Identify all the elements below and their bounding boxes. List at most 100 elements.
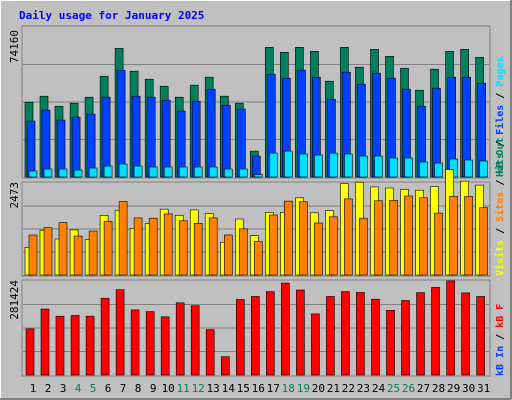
bar-pages-day-16 — [254, 174, 263, 178]
x-tick-label-day-4: 4 — [75, 382, 82, 395]
legend-visits: Visits / Sites / kB Out — [494, 138, 506, 276]
bar-pages-day-30 — [464, 159, 473, 178]
x-tick-label-day-27: 27 — [417, 382, 430, 395]
hits-max-label: 74160 — [8, 30, 21, 63]
bar-kb-f-day-1 — [25, 328, 35, 376]
bar-kb-f-day-14 — [221, 356, 230, 376]
x-tick-label-day-10: 10 — [162, 382, 175, 395]
bar-kb-f-day-12 — [190, 305, 200, 376]
legend-item-pages: Pages — [495, 57, 506, 87]
bar-sites-day-2 — [43, 227, 53, 276]
x-tick-label-day-9: 9 — [150, 382, 157, 395]
bar-sites-day-29 — [449, 196, 458, 276]
bar-pages-day-18 — [283, 150, 293, 178]
bar-kb-f-day-26 — [401, 300, 410, 376]
bar-pages-day-21 — [329, 152, 338, 178]
x-tick-label-day-8: 8 — [135, 382, 142, 395]
bar-sites-day-31 — [479, 207, 488, 276]
bar-files-day-7 — [116, 69, 126, 178]
bar-sites-day-9 — [148, 217, 158, 276]
x-tick-label-day-28: 28 — [432, 382, 445, 395]
bar-kb-f-day-9 — [145, 311, 155, 376]
bar-sites-day-6 — [103, 221, 113, 276]
bar-sites-day-27 — [419, 197, 428, 276]
legend-separator: / — [495, 222, 506, 240]
bar-kb-f-day-2 — [40, 308, 50, 376]
x-tick-label-day-24: 24 — [372, 382, 386, 395]
bar-pages-day-6 — [103, 165, 113, 178]
bar-sites-day-5 — [88, 230, 98, 276]
bar-kb-f-day-6 — [100, 297, 110, 376]
bar-pages-day-23 — [359, 155, 368, 178]
bar-kb-f-day-22 — [341, 291, 350, 376]
bar-sites-day-24 — [374, 200, 383, 276]
bar-pages-day-24 — [374, 155, 383, 178]
x-tick-label-day-18: 18 — [282, 382, 295, 395]
bar-kb-f-day-20 — [311, 313, 320, 376]
bar-files-day-10 — [161, 99, 171, 178]
legend-item-files: Files — [494, 105, 506, 135]
x-tick-label-day-17: 17 — [267, 382, 280, 395]
x-axis-labels: 1 2 3 4 5 6 7 8 9 10 11 12 13 14 15 16 17 18 19 20 21 22 23 24 2… — [30, 382, 491, 395]
bar-kb-f-day-21 — [326, 296, 335, 376]
bar-sites-day-18 — [283, 200, 293, 276]
bar-pages-day-7 — [118, 163, 128, 178]
x-tick-label-day-26: 26 — [402, 382, 415, 395]
bar-kb-f-day-29 — [446, 280, 455, 376]
bar-pages-day-8 — [133, 165, 143, 178]
bar-pages-day-2 — [43, 168, 53, 178]
bar-kb-f-day-27 — [416, 292, 425, 376]
bar-pages-day-9 — [148, 166, 158, 178]
bar-sites-day-1 — [28, 234, 38, 276]
bar-kb-f-day-25 — [386, 309, 395, 376]
bar-sites-day-22 — [344, 198, 353, 276]
bar-files-day-8 — [131, 95, 141, 178]
bar-pages-day-14 — [224, 168, 233, 178]
x-tick-label-day-16: 16 — [252, 382, 265, 395]
x-tick-label-day-1: 1 — [30, 382, 37, 395]
x-tick-label-day-20: 20 — [312, 382, 325, 395]
bar-kb-f-day-3 — [55, 315, 65, 376]
bar-pages-day-25 — [389, 157, 398, 178]
bar-pages-day-17 — [268, 152, 278, 178]
bar-kb-f-day-5 — [85, 315, 95, 376]
bar-pages-day-10 — [163, 166, 173, 178]
legend-separator: / — [495, 174, 506, 192]
bar-pages-day-4 — [73, 169, 83, 178]
bar-pages-day-13 — [208, 166, 218, 178]
bar-kb-f-day-24 — [371, 298, 380, 376]
bars — [24, 46, 488, 376]
x-tick-label-day-21: 21 — [327, 382, 340, 395]
bar-kb-f-day-23 — [356, 291, 365, 376]
bar-pages-day-22 — [344, 153, 353, 178]
x-tick-label-day-5: 5 — [90, 382, 97, 395]
legend-item-hits: Hits — [494, 153, 506, 177]
bar-kb-f-day-17 — [265, 291, 275, 376]
legend-item-kb-in: kB In — [495, 346, 506, 376]
legend-item-kb-out: kB Out — [495, 138, 506, 174]
bar-pages-day-3 — [58, 168, 68, 178]
legend-separator: / — [495, 135, 506, 153]
bar-pages-day-28 — [434, 162, 443, 178]
x-tick-label-day-14: 14 — [222, 382, 236, 395]
bar-sites-day-25 — [389, 200, 398, 276]
bar-kb-f-day-13 — [205, 329, 215, 376]
bar-sites-day-26 — [404, 195, 413, 276]
bar-kb-f-day-16 — [251, 296, 260, 376]
bar-files-day-4 — [71, 116, 81, 178]
bar-files-day-16 — [252, 155, 261, 178]
bar-sites-day-13 — [208, 217, 218, 276]
bar-kb-f-day-4 — [70, 315, 80, 376]
x-tick-label-day-12: 12 — [192, 382, 205, 395]
bar-pages-day-12 — [193, 166, 203, 178]
bar-kb-f-day-18 — [280, 282, 290, 376]
bar-files-day-9 — [146, 96, 156, 178]
bar-sites-day-3 — [58, 222, 68, 276]
legend-hits: Hits / Files / Pages — [494, 57, 506, 177]
bar-files-day-6 — [101, 96, 111, 178]
x-tick-label-day-31: 31 — [477, 382, 490, 395]
x-tick-label-day-13: 13 — [207, 382, 220, 395]
bar-sites-day-8 — [133, 217, 143, 276]
bar-kb-f-day-31 — [476, 296, 485, 376]
